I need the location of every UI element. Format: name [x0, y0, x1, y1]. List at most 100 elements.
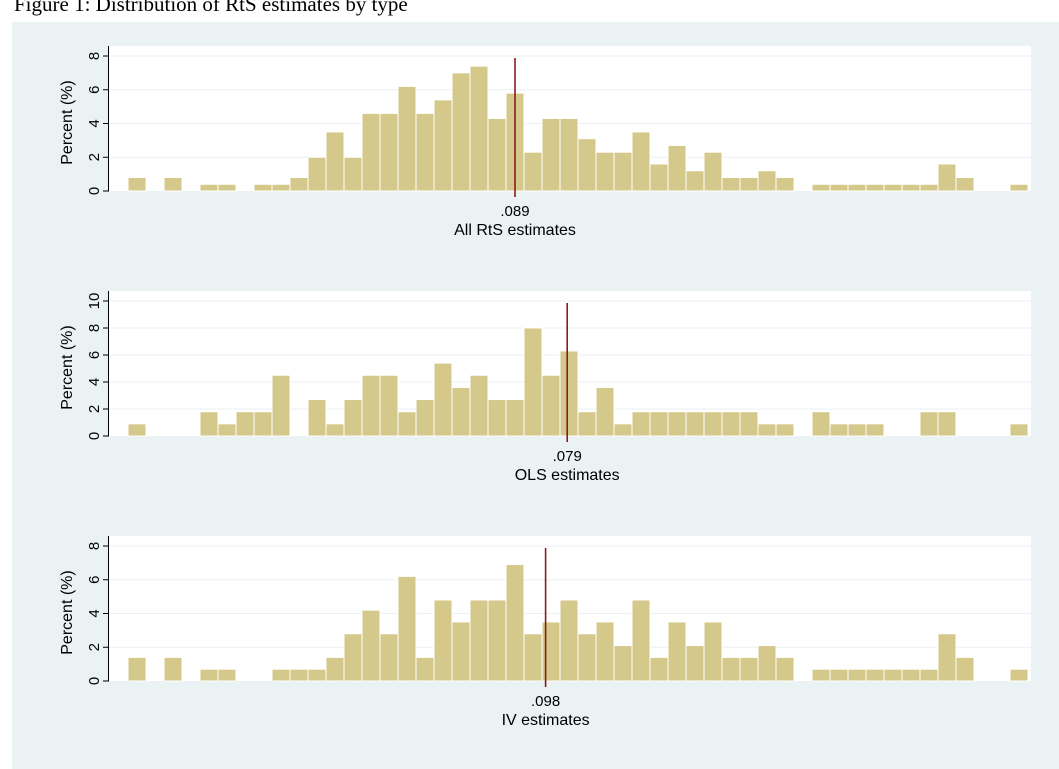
histogram-bar [397, 575, 417, 682]
histogram-bar [667, 411, 687, 437]
histogram-bar [865, 668, 885, 682]
histogram-bar [901, 183, 921, 192]
histogram-bar [937, 163, 957, 192]
histogram-bar [685, 170, 705, 192]
histogram-bar [235, 411, 255, 437]
histogram-bar [289, 177, 309, 192]
histogram-bar [199, 411, 219, 437]
histogram-bar [379, 374, 399, 437]
y-tick-label: 2 [86, 643, 103, 651]
histogram-bar [271, 183, 291, 192]
histogram-bar [883, 183, 903, 192]
histogram-bar [163, 177, 183, 192]
histogram-bar [253, 411, 273, 437]
histogram-bar [613, 645, 633, 682]
histogram-bar [127, 177, 147, 192]
histogram-bar [397, 85, 417, 192]
histogram-bar [217, 668, 237, 682]
histogram-bar [487, 399, 507, 437]
y-axis-title: Percent (%) [59, 325, 76, 409]
figure-caption: Figure 1: Distribution of RtS estimates … [14, 0, 408, 16]
histogram-bar [325, 423, 345, 437]
histogram-bar [307, 156, 327, 192]
histogram-bar [829, 668, 849, 682]
histogram-bar [451, 386, 471, 437]
histogram-bar [487, 117, 507, 192]
x-axis-title: OLS estimates [515, 467, 620, 484]
histogram-bar [649, 163, 669, 192]
histogram-bar [883, 668, 903, 682]
y-tick-label: 8 [86, 324, 103, 332]
histogram-bar [343, 633, 363, 682]
histogram-bar [667, 621, 687, 682]
y-axis-title: Percent (%) [59, 80, 76, 164]
histogram-bar [379, 633, 399, 682]
histogram-bar [955, 177, 975, 192]
histogram-bar [739, 656, 759, 682]
y-tick-label: 4 [86, 119, 103, 127]
histogram-bar [541, 374, 561, 437]
histogram-bar [361, 374, 381, 437]
histogram-bar [361, 609, 381, 682]
histogram-bar [847, 668, 867, 682]
histogram-panel-1: 0 2 4 6 8 Percent (%) .089 All RtS estimates [59, 46, 1031, 239]
histogram-bar [937, 633, 957, 682]
histogram-bar [721, 411, 741, 437]
y-axis-title: Percent (%) [59, 570, 76, 654]
histogram-bar [739, 411, 759, 437]
histogram-bar [541, 117, 561, 192]
histogram-bar [361, 112, 381, 192]
histogram-bar [775, 177, 795, 192]
histogram-bar [847, 423, 867, 437]
histogram-bar [559, 117, 579, 192]
histogram-bar [757, 170, 777, 192]
histogram-bar [487, 599, 507, 682]
histogram-bar [901, 668, 921, 682]
histogram-bar [217, 183, 237, 192]
histogram-bar [865, 423, 885, 437]
histogram-bar [1009, 668, 1029, 682]
mean-marker-label: .079 [553, 448, 582, 465]
histogram-bar [775, 423, 795, 437]
histogram-panel-3: 0 2 4 6 8 Percent (%) .098 IV estimates [59, 536, 1031, 729]
histogram-bar [451, 72, 471, 192]
histogram-bar [469, 599, 489, 682]
histogram-bar [451, 621, 471, 682]
y-tick-label: 6 [86, 576, 103, 584]
histogram-bar [757, 645, 777, 682]
histogram-bar [505, 564, 525, 682]
y-tick-label: 0 [86, 187, 103, 195]
histogram-bar [919, 668, 939, 682]
histogram-bar [919, 411, 939, 437]
histogram-bar [379, 112, 399, 192]
histogram-bar [541, 621, 561, 682]
histogram-bar [685, 411, 705, 437]
histogram-bar [559, 599, 579, 682]
histogram-bar [1009, 183, 1029, 192]
mean-marker-label: .089 [500, 203, 529, 220]
histogram-bar [829, 423, 849, 437]
histogram-bar [649, 411, 669, 437]
histogram-bar [757, 423, 777, 437]
histogram-bar [397, 411, 417, 437]
histogram-bar [631, 411, 651, 437]
histogram-bar [577, 633, 597, 682]
histogram-bar [325, 131, 345, 192]
histogram-bar [613, 151, 633, 192]
histogram-bar [433, 362, 453, 437]
y-tick-label: 0 [86, 432, 103, 440]
histogram-bar [721, 177, 741, 192]
histogram-bar [937, 411, 957, 437]
histogram-bar [1009, 423, 1029, 437]
histogram-bar [415, 112, 435, 192]
histogram-bar [865, 183, 885, 192]
histogram-bar [739, 177, 759, 192]
histogram-bar [775, 656, 795, 682]
y-tick-label: 2 [86, 153, 103, 161]
histogram-bar [919, 183, 939, 192]
histogram-bar [217, 423, 237, 437]
histogram-bar [595, 386, 615, 437]
histogram-bar [415, 399, 435, 437]
histogram-bar [703, 411, 723, 437]
histogram-bar [469, 374, 489, 437]
